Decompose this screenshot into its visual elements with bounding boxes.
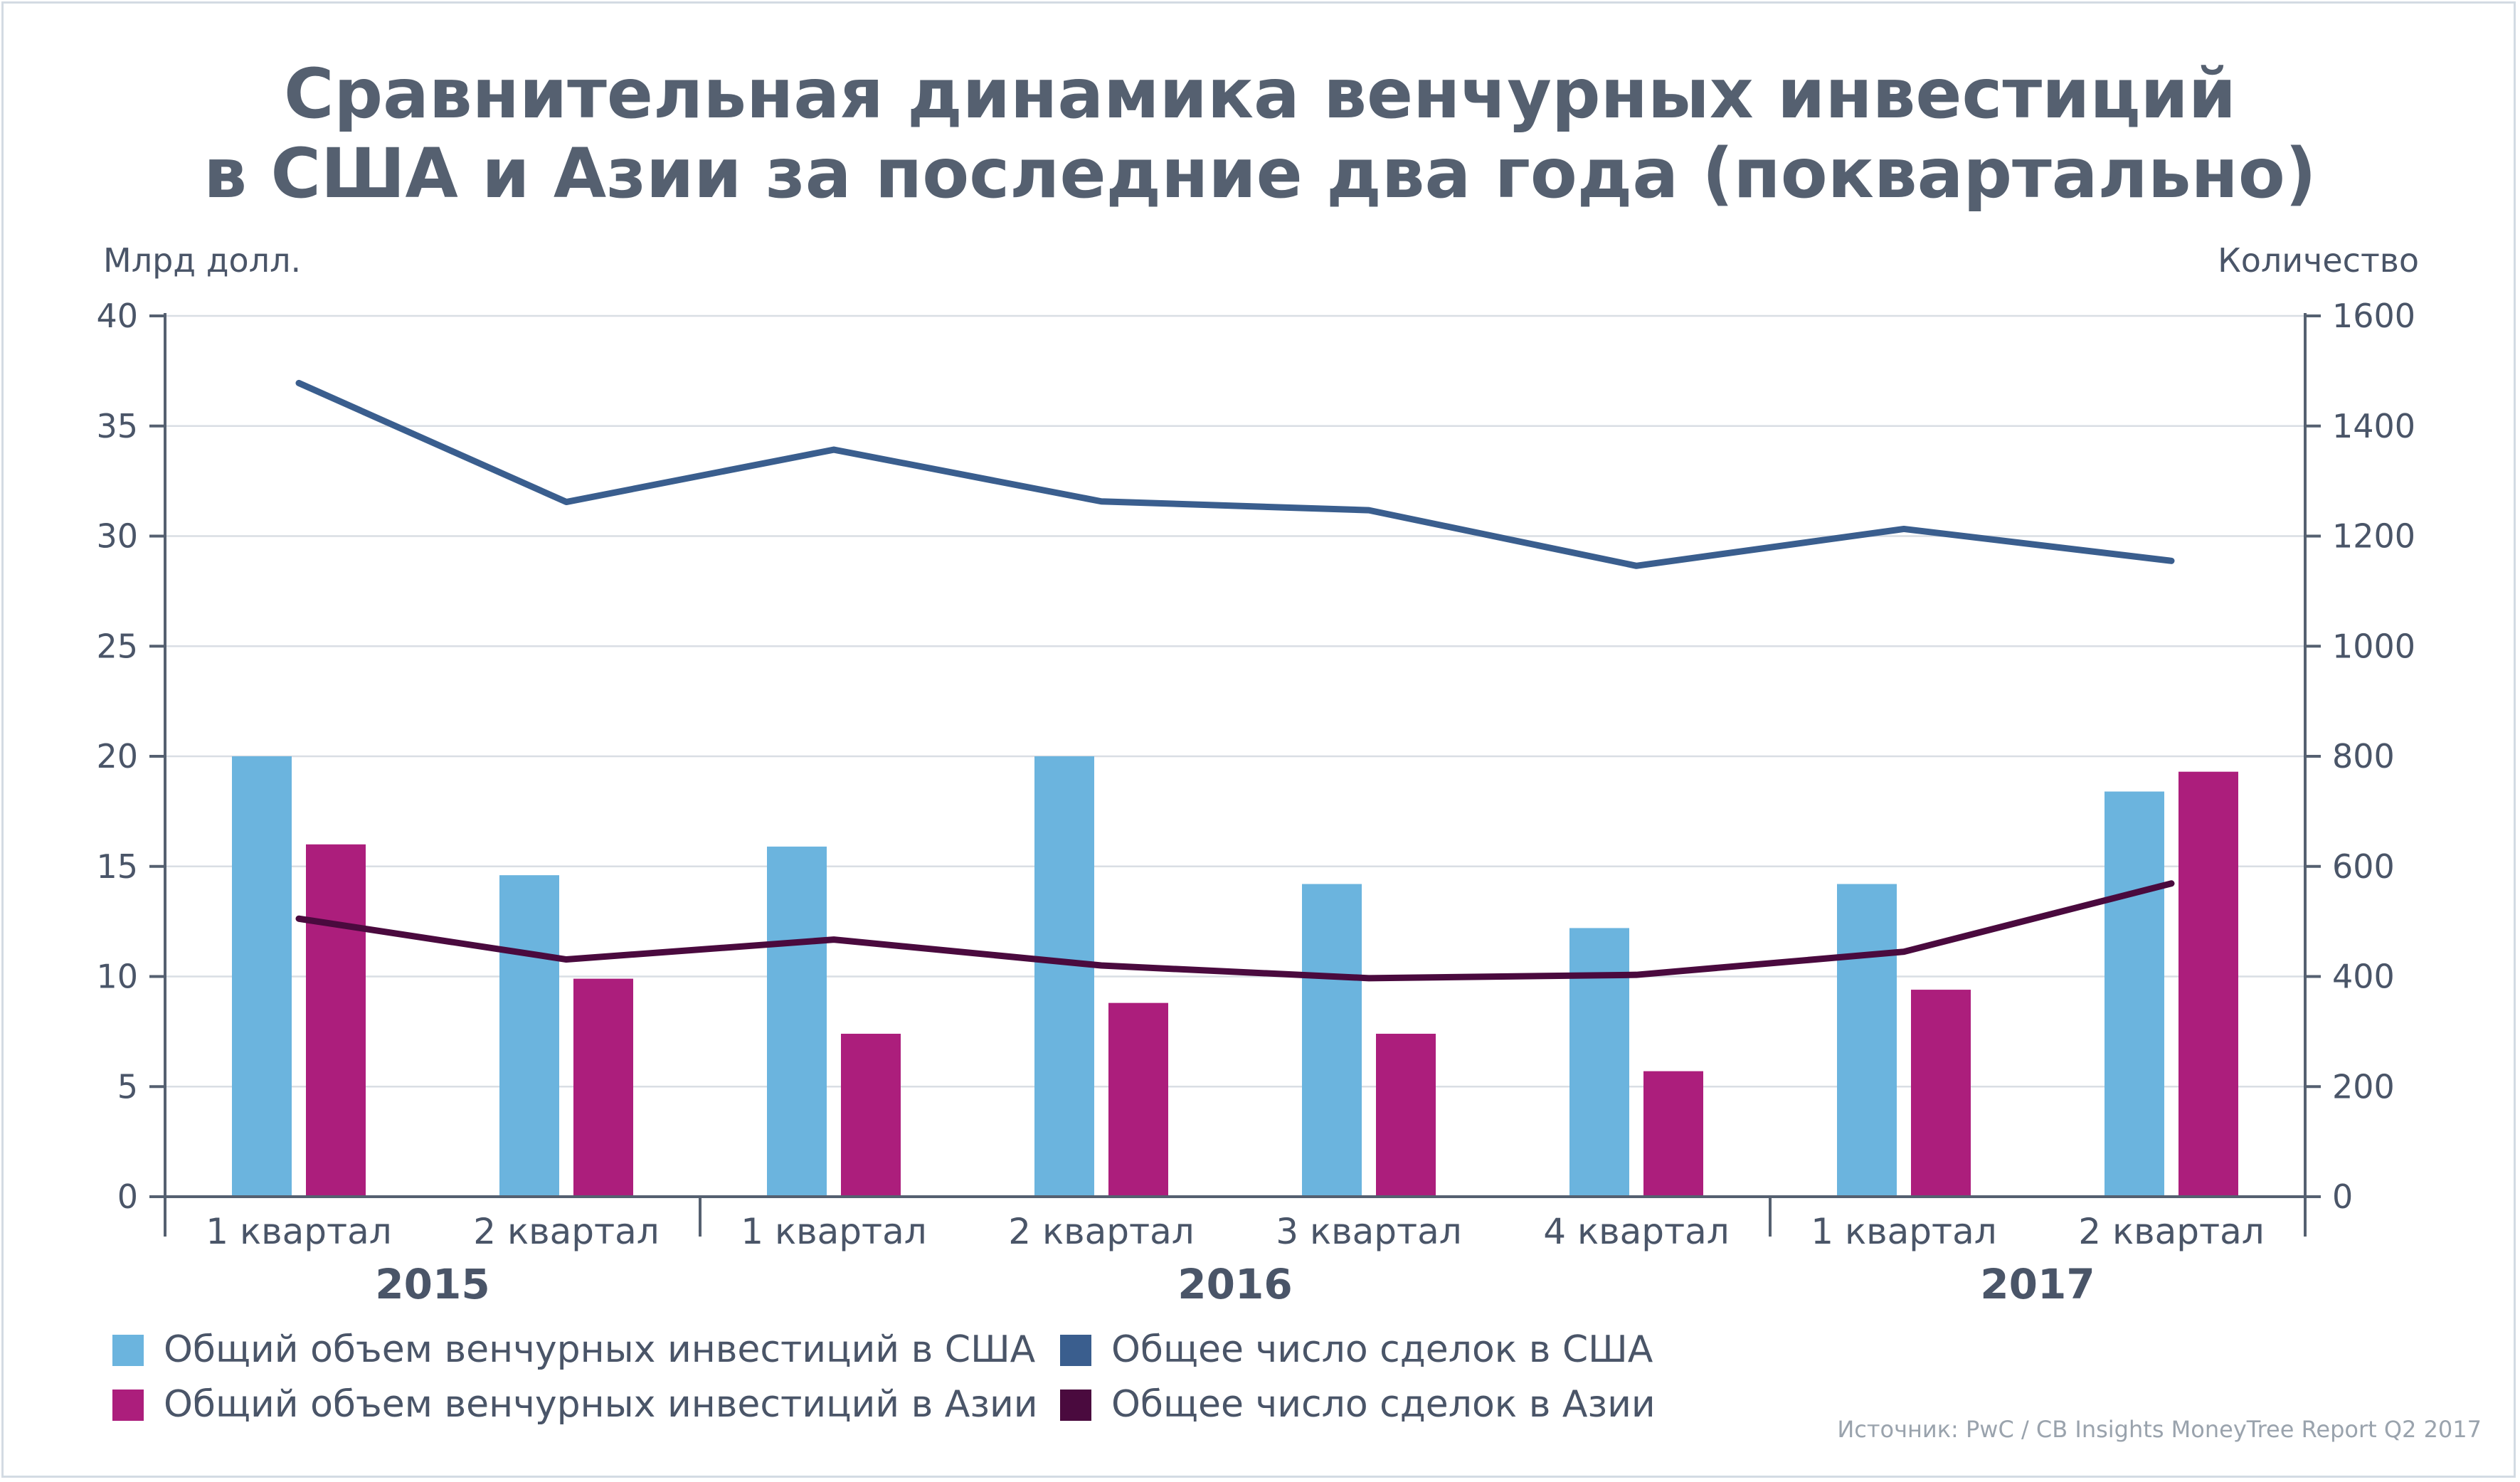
y-tick-label-left: 20 (96, 737, 138, 776)
bar-asia-volume (1911, 990, 1971, 1197)
year-label: 2015 (375, 1260, 489, 1308)
bar-usa-volume (1569, 928, 1629, 1197)
legend-label-usa-deals: Общее число сделок в США (1111, 1328, 1653, 1371)
y-tick-label-right: 200 (2332, 1067, 2395, 1106)
y-tick-label-left: 30 (96, 517, 138, 556)
line-usa-deals (295, 379, 2175, 569)
chart-title-line-2: в США и Азии за последние два года (покв… (203, 134, 2316, 213)
chart-title-line-1: Сравнительная динамика венчурных инвести… (284, 54, 2236, 134)
bar-asia-volume (1376, 1033, 1436, 1197)
bar-usa-volume (232, 756, 292, 1197)
bar-usa-volume (767, 846, 827, 1197)
bar-asia-volume (841, 1033, 901, 1197)
legend-swatch-usa-deals (1060, 1335, 1091, 1366)
x-tick-label: 1 квартал (206, 1211, 391, 1252)
y-tick-label-left: 15 (96, 847, 138, 886)
bar-asia-volume (2178, 771, 2238, 1197)
x-tick-label: 4 квартал (1543, 1211, 1729, 1252)
year-label: 2016 (1177, 1260, 1292, 1308)
legend-label-usa-volume: Общий объем венчурных инвестиций в США (164, 1328, 1036, 1371)
y-tick-label-left: 35 (96, 407, 138, 445)
bar-usa-volume (1302, 884, 1362, 1197)
x-tick-label: 1 квартал (1811, 1211, 1996, 1252)
series-lines (295, 379, 2175, 982)
y-tick-label-right: 800 (2332, 737, 2395, 776)
year-label: 2017 (1980, 1260, 2095, 1308)
y-axis-label-left: Млрд долл. (103, 241, 301, 280)
x-tick-label: 2 квартал (1008, 1211, 1194, 1252)
y-tick-label-right: 0 (2332, 1177, 2353, 1216)
bar-asia-volume (573, 978, 633, 1197)
legend-label-asia-volume: Общий объем венчурных инвестиций в Азии (164, 1383, 1038, 1426)
x-tick-label: 2 квартал (2078, 1211, 2264, 1252)
y-tick-label-left: 5 (117, 1067, 138, 1106)
y-tick-label-left: 25 (96, 627, 138, 665)
bar-usa-volume (499, 875, 559, 1197)
y-tick-label-right: 600 (2332, 847, 2395, 886)
x-tick-label: 3 квартал (1276, 1211, 1461, 1252)
source-note: Источник: PwC / CB Insights MoneyTree Re… (1837, 1416, 2482, 1443)
y-tick-label-left: 0 (117, 1177, 138, 1216)
bar-usa-volume (1837, 884, 1897, 1197)
legend-swatch-asia-volume (112, 1390, 144, 1421)
y-tick-label-right: 1200 (2332, 517, 2415, 556)
y-tick-label-right: 1000 (2332, 627, 2415, 665)
y-tick-label-right: 400 (2332, 958, 2395, 996)
bar-asia-volume (1643, 1071, 1703, 1197)
bar-asia-volume (1108, 1002, 1168, 1197)
legend-swatch-asia-deals (1060, 1390, 1091, 1421)
x-tick-label: 2 квартал (473, 1211, 659, 1252)
y-tick-label-left: 40 (96, 297, 138, 335)
x-tick-label: 1 квартал (741, 1211, 926, 1252)
bar-usa-volume (1034, 756, 1094, 1197)
legend: Общий объем венчурных инвестиций в США Об… (112, 1328, 1656, 1426)
y-axis-label-right: Количество (2218, 241, 2419, 280)
legend-swatch-usa-volume (112, 1335, 144, 1366)
legend-label-asia-deals: Общее число сделок в Азии (1111, 1383, 1656, 1426)
line-asia-deals (295, 880, 2175, 982)
y-tick-label-left: 10 (96, 958, 138, 996)
axis-labels: 0 0 5 200 10 400 15 600 20 800 25 1000 30 1200 35 1400 4… (96, 297, 2415, 1308)
y-tick-label-right: 1600 (2332, 297, 2415, 335)
axes (149, 313, 2321, 1237)
y-tick-label-right: 1400 (2332, 407, 2415, 445)
bar-asia-volume (306, 844, 366, 1197)
bar-usa-volume (2105, 791, 2164, 1197)
